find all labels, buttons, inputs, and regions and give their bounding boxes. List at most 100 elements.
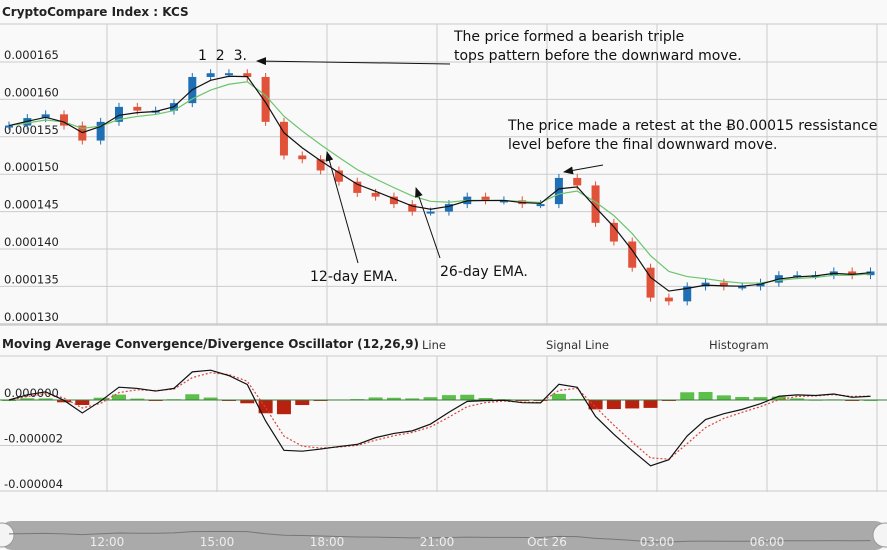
candle	[646, 267, 655, 298]
histogram-bar	[20, 398, 35, 400]
candle	[481, 196, 490, 201]
legend-histogram[interactable]: Histogram	[709, 338, 769, 352]
macd-line	[8, 369, 871, 467]
time-tick-label: 21:00	[420, 535, 455, 549]
annotation-ema26: 26-day EMA.	[440, 264, 528, 280]
navigator-left-handle[interactable]	[0, 522, 15, 548]
candle	[554, 177, 563, 205]
candle	[371, 192, 380, 197]
histogram-bar	[478, 398, 493, 400]
price-tick-label: 0.000130	[4, 310, 59, 324]
histogram-bar	[386, 397, 401, 400]
ema26-line	[8, 81, 871, 284]
macd-title: Moving Average Convergence/Divergence Os…	[2, 337, 420, 351]
candle	[206, 73, 215, 77]
histogram-bar	[735, 397, 750, 400]
histogram-bar	[588, 400, 603, 410]
arrow-ema12	[325, 151, 359, 264]
candle	[334, 170, 343, 182]
candle	[133, 106, 142, 111]
histogram-bar	[368, 397, 383, 400]
candle	[426, 211, 435, 214]
candle	[316, 159, 325, 171]
candle	[664, 297, 673, 302]
candle	[41, 114, 50, 119]
histogram-bar	[111, 394, 126, 400]
candle	[628, 241, 637, 268]
candle	[573, 177, 582, 186]
histogram-bar	[185, 394, 200, 400]
candle	[96, 121, 105, 141]
navigator-right-handle[interactable]	[872, 522, 887, 548]
histogram-bar	[38, 398, 53, 400]
candle	[408, 204, 417, 212]
histogram-bar	[276, 400, 291, 415]
annotation-ema12: 12-day EMA.	[310, 269, 398, 285]
peak-labels: 1 2 3.	[198, 48, 247, 64]
candle	[683, 286, 692, 302]
macd-tick-label: -0.000002	[4, 432, 63, 446]
ema12-line	[8, 75, 871, 292]
candle	[261, 76, 270, 122]
macd-tick-label: 0.000000	[4, 386, 59, 400]
navigator-series	[8, 531, 871, 543]
candle	[114, 106, 123, 122]
histogram-bar	[423, 397, 438, 400]
candle	[5, 125, 13, 128]
time-tick-label: 18:00	[310, 535, 345, 549]
candle	[224, 73, 233, 76]
legend-signal-line[interactable]: Signal Line	[546, 338, 609, 352]
time-tick-label: 15:00	[200, 535, 235, 549]
price-tick-label: 0.000145	[4, 198, 59, 212]
annotation-triple-top-2: tops pattern before the downward move.	[454, 48, 742, 64]
macd-tick-label: -0.000004	[4, 477, 63, 491]
histogram-bar	[680, 392, 695, 400]
arrow-retest	[563, 164, 604, 175]
candle	[848, 271, 857, 276]
arrow-ema26	[415, 187, 441, 259]
candle	[609, 222, 618, 242]
candle	[738, 286, 747, 289]
histogram-bar	[753, 397, 768, 400]
time-tick-label: 06:00	[750, 535, 785, 549]
legend-line[interactable]: Line	[422, 338, 446, 352]
price-tick-label: 0.000155	[4, 123, 59, 137]
annotation-retest-1: The price made a retest at the Ƀ0.00015 …	[507, 118, 877, 134]
price-tick-label: 0.000165	[4, 48, 59, 62]
histogram-bar	[698, 391, 713, 400]
candle	[298, 155, 307, 160]
candle	[243, 73, 252, 77]
signal-line	[8, 372, 871, 460]
histogram-bar	[203, 397, 218, 400]
candle	[389, 196, 398, 205]
price-tick-label: 0.000140	[4, 235, 59, 249]
navigator[interactable]	[0, 521, 887, 550]
annotation-triple-top-1: The price formed a bearish triple	[453, 29, 684, 45]
histogram-bar	[405, 398, 420, 400]
candle	[279, 121, 288, 156]
histogram-bar	[625, 400, 640, 409]
histogram-bar	[56, 400, 71, 403]
histogram-bar	[790, 398, 805, 400]
time-tick-label: 12:00	[90, 535, 125, 549]
candle	[719, 282, 728, 287]
histogram-bar	[643, 400, 658, 408]
histogram-bar	[441, 395, 456, 400]
histogram-bar	[570, 398, 585, 400]
time-tick-label: Oct 26	[527, 535, 567, 549]
annotation-retest-2: level before the final downward move.	[508, 137, 778, 153]
candle	[444, 204, 453, 212]
candle	[499, 200, 508, 203]
histogram-bar	[295, 400, 310, 406]
histogram-bar	[606, 400, 621, 410]
price-tick-label: 0.000135	[4, 272, 59, 286]
candle	[536, 204, 545, 207]
candle	[591, 185, 600, 223]
histogram-bar	[240, 400, 255, 404]
arrow-triple-top	[256, 57, 451, 66]
histogram-bar	[75, 400, 90, 405]
candle	[59, 114, 68, 126]
price-tick-label: 0.000160	[4, 85, 59, 99]
price-tick-label: 0.000150	[4, 160, 59, 174]
